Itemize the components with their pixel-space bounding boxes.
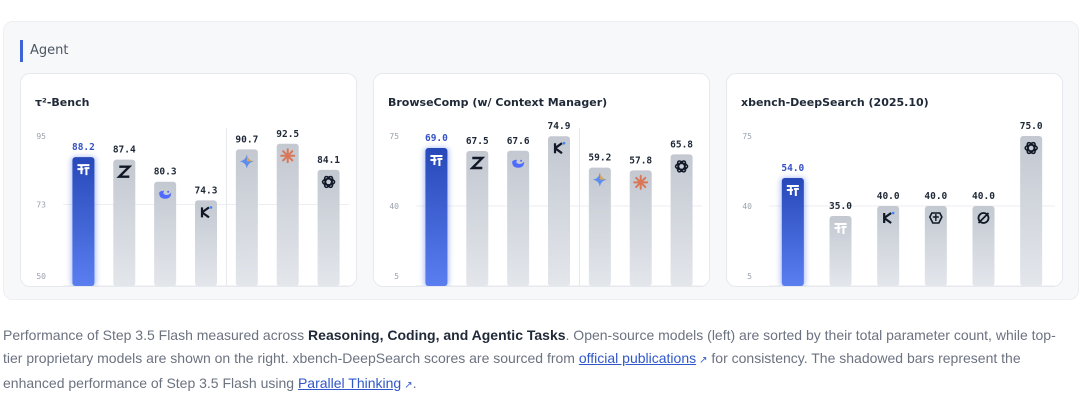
- bar-value-label: 74.3: [195, 185, 218, 196]
- parallel-thinking-link[interactable]: Parallel Thinking: [297, 375, 402, 391]
- deepseek-icon: [512, 159, 525, 168]
- bar-value-label: 92.5: [276, 129, 299, 140]
- bar: [972, 206, 995, 286]
- chart-card-tau2-bench: τ²-Bench 50 73 95 88.2 87.4 80.3 74.3 90.7 92.5 8…: [20, 73, 357, 287]
- claude-icon: [280, 148, 296, 164]
- bar-value-label: 65.8: [670, 139, 693, 150]
- step-icon: [834, 223, 847, 234]
- caption-text: for consistency. The shadowed bars repre…: [3, 349, 1021, 392]
- bar: [507, 150, 530, 286]
- bar-value-label: 40.0: [972, 191, 995, 202]
- step-icon: [77, 164, 90, 176]
- step-icon: [786, 185, 799, 196]
- chart-card-browsecomp: BrowseComp (w/ Context Manager) 5 40 75 69.…: [373, 73, 710, 287]
- bar: [548, 136, 570, 286]
- bar: [466, 151, 489, 286]
- gemini-icon: [239, 154, 254, 169]
- official-publications-link[interactable]: official publications: [578, 349, 697, 366]
- bar-value-label: 87.4: [113, 145, 136, 156]
- bar-value-label: 40.0: [877, 191, 900, 202]
- bar: [276, 143, 299, 286]
- bar-value-label: 54.0: [781, 163, 804, 174]
- agent-section: Agent τ²-Bench 50 73 95 88.2 87.4 80.3 74.3 90.…: [3, 21, 1079, 300]
- bar-value-label: 59.2: [588, 153, 611, 164]
- bar-value-label: 74.9: [548, 121, 571, 132]
- bar-chart-xbench-deepsearch: 5 40 75 54.0 35.0 40.0 40.0 40.0 75.0: [742, 121, 1055, 286]
- bar: [113, 159, 136, 286]
- kimi-icon: [200, 206, 213, 219]
- chart-title: τ²-Bench: [35, 96, 90, 109]
- bar: [1020, 136, 1043, 286]
- bar: [195, 200, 217, 286]
- zhipu-icon: [469, 156, 486, 170]
- caption-text: . Open-source models (left) are sorted b…: [3, 327, 1056, 366]
- y-tick-label: 95: [36, 132, 46, 141]
- bar-chart-tau2-bench: 50 73 95 88.2 87.4 80.3 74.3 90.7 92.5 84.1: [36, 128, 349, 286]
- caption-text: .: [412, 375, 417, 391]
- external-link-icon: ↗: [699, 354, 708, 366]
- bar-value-label: 67.5: [466, 136, 489, 147]
- y-tick-label: 73: [36, 200, 46, 209]
- bar-highlight: [425, 148, 448, 286]
- bar: [235, 149, 258, 286]
- gemini-icon: [592, 172, 607, 187]
- bar: [154, 181, 177, 286]
- bar-value-label: 90.7: [235, 134, 258, 145]
- y-tick-label: 5: [747, 272, 752, 281]
- chart-card-xbench-deepsearch: xbench-DeepSearch (2025.10) 5 40 75 54.0 35.…: [726, 73, 1063, 287]
- y-tick-label: 40: [389, 202, 399, 211]
- claude-icon: [633, 174, 649, 190]
- bar-highlight: [72, 157, 95, 286]
- bar: [924, 206, 947, 286]
- y-tick-label: 5: [394, 272, 399, 281]
- bar-value-label: 40.0: [924, 191, 947, 202]
- kimi-icon: [883, 211, 895, 224]
- bar-value-label: 88.2: [72, 142, 95, 153]
- caption-text: Performance of Step 3.5 Flash measured a…: [3, 327, 309, 343]
- bar: [588, 167, 611, 286]
- bar-value-label: 69.0: [425, 133, 448, 144]
- external-link-icon: ↗: [404, 380, 413, 391]
- model-icon: [977, 212, 990, 224]
- openai-icon: [321, 175, 336, 189]
- bar-value-label: 57.8: [629, 155, 652, 166]
- bar-value-label: 80.3: [154, 167, 177, 178]
- figure-caption: Performance of Step 3.5 Flash measured a…: [3, 324, 1073, 398]
- zhipu-icon: [116, 165, 133, 178]
- bar: [877, 206, 900, 286]
- y-tick-label: 50: [36, 272, 46, 281]
- bar-highlight: [781, 178, 804, 286]
- openai-icon: [1024, 141, 1038, 155]
- bar: [629, 170, 652, 286]
- y-tick-label: 75: [389, 132, 399, 141]
- chart-title: BrowseComp (w/ Context Manager): [388, 96, 608, 109]
- deepseek-icon: [159, 190, 172, 199]
- bar-value-label: 35.0: [829, 201, 852, 212]
- bar: [317, 169, 340, 286]
- bar-chart-browsecomp: 5 40 75 69.0 67.5 67.6 74.9 59.2 57.8 65.8: [389, 121, 702, 286]
- section-title: Agent: [20, 40, 68, 62]
- openai-icon: [674, 160, 689, 173]
- y-tick-label: 40: [742, 202, 752, 211]
- step-icon: [430, 155, 443, 166]
- bar: [829, 216, 852, 286]
- grok-icon: [928, 212, 943, 224]
- bar-value-label: 67.6: [507, 136, 530, 147]
- y-tick-label: 75: [742, 132, 752, 141]
- bar-value-label: 75.0: [1020, 121, 1043, 132]
- chart-title: xbench-DeepSearch (2025.10): [741, 96, 929, 109]
- caption-bold-text: Reasoning, Coding, and Agentic Tasks: [308, 327, 566, 343]
- bar: [670, 154, 693, 286]
- bar-value-label: 84.1: [317, 155, 340, 166]
- kimi-icon: [553, 141, 566, 155]
